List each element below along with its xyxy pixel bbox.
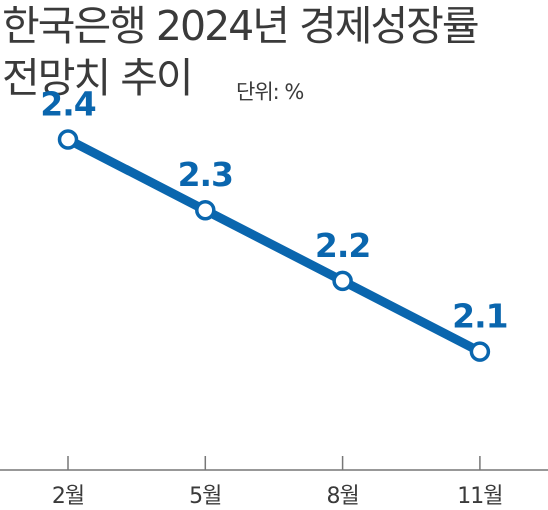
data-label: 2.1 [452, 297, 507, 336]
data-label: 2.3 [178, 155, 233, 194]
x-tick-label: 2월 [52, 484, 84, 509]
data-point [195, 199, 216, 221]
unit-label: 단위: % [236, 80, 304, 104]
chart-title-line-2: 전망치 추이 [2, 54, 194, 102]
series-line-layer [63, 134, 485, 357]
data-point [332, 270, 353, 292]
data-point [469, 341, 491, 362]
x-tick-label: 8월 [326, 484, 358, 509]
data-label: 2.4 [40, 84, 95, 123]
chart-title-line-1: 한국은행 2024년 경제성장률 [2, 2, 480, 50]
data-label-layer: 2.4 2.3 2.2 2.1 [40, 84, 508, 336]
x-tick-label: 11월 [457, 484, 502, 509]
data-label: 2.2 [315, 226, 370, 265]
data-point [57, 129, 79, 150]
data-point-layer [57, 129, 491, 362]
chart-title: 한국은행 2024년 경제성장률 전망치 추이 [2, 0, 480, 104]
x-tick-label: 5월 [189, 484, 221, 509]
x-axis: 2월 5월 8월 11월 [0, 456, 548, 509]
series-line [63, 134, 485, 357]
